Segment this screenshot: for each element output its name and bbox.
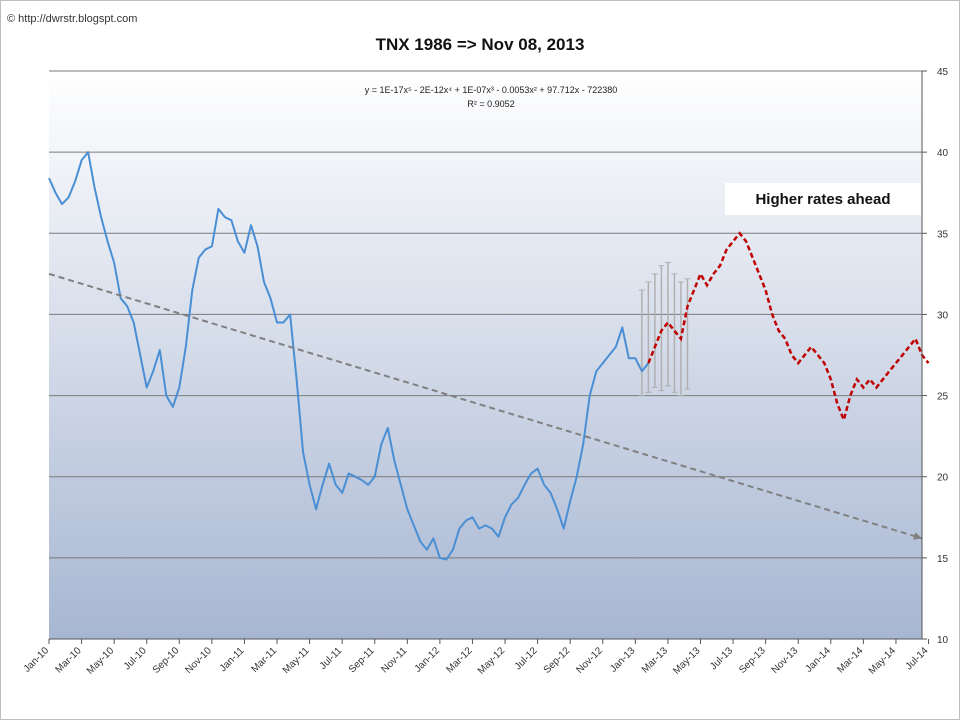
x-tick-label: Sep-12 [542,645,573,676]
x-tick-label: Sep-13 [737,645,768,676]
x-tick-label: May-12 [476,645,508,677]
trendline-equation: y = 1E-17x⁵ - 2E-12x⁴ + 1E-07x³ - 0.0053… [365,85,618,95]
x-tick-label: Mar-12 [444,645,474,675]
x-tick-label: Jul-12 [513,645,540,672]
trendline-arrowhead [913,532,922,540]
copyright-text: © http://dwrstr.blogspt.com [7,13,138,25]
x-tick-label: Nov-10 [183,645,214,676]
y-tick-label: 20 [937,473,949,484]
x-tick-label: Sep-10 [151,645,182,676]
y-tick-label: 30 [937,310,949,321]
x-tick-label: Jan-14 [804,645,834,675]
x-tick-label: May-10 [85,645,117,677]
x-tick-label: Nov-13 [770,645,801,676]
x-tick-label: Jan-11 [218,645,247,674]
chart-title: TNX 1986 => Nov 08, 2013 [375,35,585,54]
x-tick-label: May-14 [867,645,899,677]
x-tick-label: Jul-11 [318,645,345,672]
x-tick-label: Nov-11 [379,645,409,675]
trendline [48,272,923,540]
x-tick-label: Jul-13 [708,645,735,672]
annotation-text: Higher rates ahead [755,191,890,208]
x-tick-label: Mar-13 [640,645,670,675]
x-tick-label: Mar-10 [54,645,84,675]
x-tick-label: Nov-12 [574,645,605,676]
x-tick-label: Jan-12 [413,645,443,675]
x-tick-label: Mar-14 [835,645,865,675]
x-tick-label: Mar-11 [249,645,279,675]
y-tick-label: 40 [937,148,949,159]
y-tick-label: 25 [937,392,949,403]
series-line-actual [48,151,650,561]
plot-area [49,71,922,639]
series-line-projection [647,231,930,424]
x-tick-label: Jul-10 [122,645,149,672]
x-tick-label: May-13 [671,645,703,677]
annotation-box [725,183,921,215]
x-tick-label: Jan-13 [608,645,638,675]
x-tick-label: Jul-14 [904,645,931,672]
y-tick-label: 15 [937,554,949,565]
trendline-r-squared: R² = 0.9052 [467,99,514,109]
x-tick-label: May-11 [281,645,312,676]
y-tick-label: 45 [937,67,949,78]
y-tick-label: 35 [937,229,949,240]
x-tick-label: Jan-10 [22,645,52,675]
y-tick-label: 10 [937,635,949,646]
x-tick-label: Sep-11 [347,645,377,675]
